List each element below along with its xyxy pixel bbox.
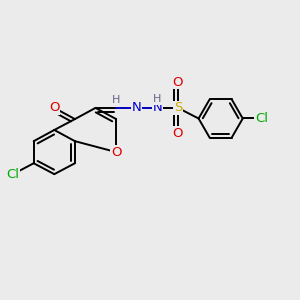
Text: N: N <box>152 101 162 114</box>
Text: O: O <box>49 101 60 114</box>
Text: N: N <box>132 101 142 114</box>
Text: H: H <box>112 94 120 105</box>
Text: S: S <box>174 101 182 114</box>
Text: H: H <box>153 94 161 104</box>
Text: O: O <box>173 127 183 140</box>
Text: Cl: Cl <box>7 168 20 181</box>
Text: Cl: Cl <box>255 112 268 125</box>
Text: O: O <box>111 146 122 159</box>
Text: O: O <box>173 76 183 89</box>
